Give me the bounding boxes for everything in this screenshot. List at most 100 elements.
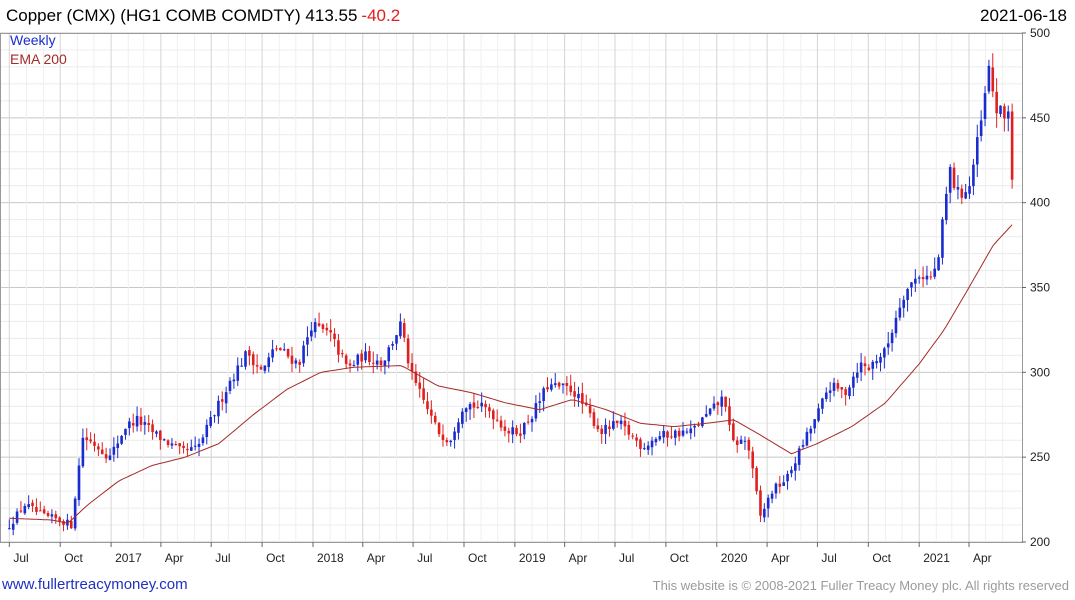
candle-body [867,367,871,371]
candle-body [712,403,716,409]
candle-body [383,360,387,366]
candle-body [213,415,216,417]
candle-body [27,504,30,507]
candle-body [298,361,302,365]
candle-body [159,430,162,440]
candle-body [995,91,998,114]
candle-body [999,105,1002,114]
price-change: -40.2 [361,6,401,25]
candle-body [704,414,708,417]
candle-body [449,440,453,443]
candle-body [701,417,704,427]
candle-body [650,440,654,448]
candle-body [344,355,348,364]
x-tick-label: Oct [468,551,487,565]
candle-body [368,351,371,363]
candle-body [321,324,325,329]
candle-body [224,392,228,404]
candle-body [964,192,967,199]
candle-body [135,415,139,427]
candle-body [11,523,15,530]
x-tick-label: 2019 [519,551,546,565]
candle-body [635,437,638,441]
candle-body [979,120,983,137]
candle-body [631,435,634,437]
website-link[interactable]: www.fullertreacymoney.com [2,576,188,593]
candle-body [441,434,445,440]
candle-body [662,430,665,438]
candle-body [673,430,677,438]
candle-body [495,419,499,421]
candle-body [933,268,936,277]
candle-body [488,407,491,412]
x-tick-label: 2017 [115,551,142,565]
candle-body [313,322,317,333]
copyright-notice: This website is © 2008-2021 Fuller Treac… [652,578,1069,593]
candle-body [240,365,243,367]
candle-body [948,167,952,193]
candle-body [166,440,170,445]
x-tick-label: Jul [619,551,634,565]
candle-body [581,393,584,404]
x-tick-label: Jul [215,551,230,565]
ema-legend: EMA 200 [10,51,67,67]
candle-body [553,383,557,386]
candle-body [569,385,573,392]
candle-body [809,428,813,434]
candle-body [352,364,356,366]
candle-body [697,424,700,426]
candle-body [751,451,755,469]
candle-body [941,219,944,258]
candle-body [124,428,127,435]
candle-body [310,330,313,337]
candle-body [290,355,294,364]
candle-body [511,427,514,435]
candle-body [399,321,402,337]
candle-body [766,497,770,509]
candle-body [197,443,201,447]
candle-body [457,422,460,433]
candle-body [670,436,673,438]
candle-body [85,437,89,441]
candle-body [794,463,797,471]
candle-body [770,493,774,499]
chart-header: Copper (CMX) (HG1 COMB COMDTY) 413.55 -40… [0,0,1075,30]
candle-body [317,323,321,326]
candle-body [205,424,209,438]
candle-body [790,469,793,474]
candle-body [337,340,340,355]
candle-body [945,193,948,221]
candle-body [193,445,197,447]
candle-body [116,443,120,449]
x-tick-label: 2021 [923,551,950,565]
candle-body [619,420,623,425]
candle-body [728,406,731,425]
candle-body [592,412,596,426]
candle-body [956,187,960,190]
candle-body [797,448,801,465]
candle-body [387,347,391,362]
candle-body [186,448,189,451]
candle-body [209,417,212,426]
candle-body [550,384,553,390]
candle-body [561,383,565,386]
x-tick-label: Jul [821,551,836,565]
candle-body [379,360,383,365]
candle-body [852,376,855,388]
candle-body [492,410,495,420]
candle-body [848,387,851,397]
candle-body [46,512,50,516]
candle-body [178,443,181,447]
candle-body [15,511,19,523]
candle-body [104,454,108,459]
candle-body [844,389,847,396]
candle-body [658,436,662,440]
candle-body [147,422,151,426]
candle-body [244,351,247,367]
candle-body [565,383,569,386]
candle-body [131,423,135,426]
candle-body [693,425,696,428]
candle-body [472,402,476,408]
candle-body [410,363,414,372]
